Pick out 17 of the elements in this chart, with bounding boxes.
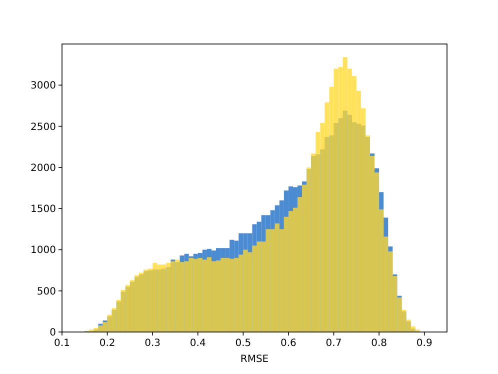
x-tick-label: 0.8 — [371, 338, 388, 349]
y-tick-label: 1500 — [30, 204, 56, 216]
y-tick-label: 0 — [50, 328, 56, 338]
y-tick-label: 2500 — [30, 122, 56, 133]
x-tick-label: 0.5 — [235, 338, 252, 349]
x-tick-label: 0.6 — [280, 338, 296, 349]
x-tick-label: 0.1 — [54, 338, 70, 349]
x-tick-label: 0.4 — [190, 338, 206, 349]
y-tick-label: 3000 — [30, 80, 56, 92]
x-tick-label: 0.3 — [144, 338, 161, 349]
x-axis-title: RMSE — [240, 354, 269, 365]
x-tick-label: 0.7 — [326, 338, 342, 349]
x-tick-label: 0.2 — [99, 338, 116, 349]
y-tick-label: 2000 — [30, 162, 56, 174]
y-tick-label: 500 — [36, 286, 56, 298]
y-tick-label: 1000 — [30, 245, 56, 256]
x-tick-label: 0.9 — [416, 338, 432, 349]
